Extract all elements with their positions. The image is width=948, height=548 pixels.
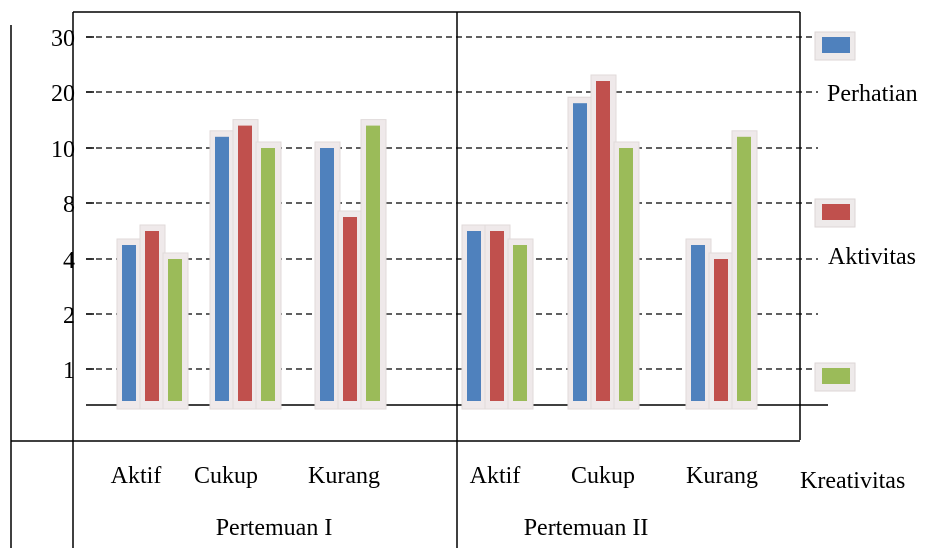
legend-label-kreativitas: Kreativitas [800, 468, 905, 494]
y-tick-label: 10 [51, 137, 75, 163]
bar-kreativitas [168, 259, 182, 401]
y-tick-label: 2 [63, 303, 75, 329]
category-labels: Aktif Cukup Kurang Aktif Cukup Kurang [111, 463, 758, 489]
bar-kreativitas [261, 148, 275, 401]
category-label: Kurang [308, 463, 380, 489]
bar-kreativitas [513, 245, 527, 401]
bar-perhatian [573, 103, 587, 401]
bar-kreativitas [737, 136, 751, 402]
bar-perhatian [122, 245, 136, 401]
legend-swatch-kreativitas [822, 368, 850, 384]
bar-perhatian [691, 245, 705, 401]
legend: Perhatian Aktivitas Kreativitas [800, 31, 918, 494]
bar-perhatian [215, 136, 229, 402]
bar-kreativitas [619, 148, 633, 401]
y-tick-label: 20 [51, 81, 75, 107]
category-label: Aktif [470, 463, 521, 489]
category-label: Cukup [194, 463, 258, 489]
legend-label-perhatian: Perhatian [827, 81, 918, 107]
group-labels: Pertemuan I Pertemuan II [216, 515, 649, 541]
legend-swatch-aktivitas [822, 204, 850, 220]
bar-perhatian [467, 231, 481, 401]
bar-aktivitas [145, 231, 159, 401]
y-axis-ticks: 30 20 10 8 4 2 1 [51, 26, 94, 384]
y-tick-label: 4 [63, 248, 75, 274]
legend-label-aktivitas: Aktivitas [828, 244, 916, 270]
y-tick-label: 8 [63, 192, 75, 218]
group-label: Pertemuan I [216, 515, 333, 541]
bar-aktivitas [714, 259, 728, 401]
group-label: Pertemuan II [524, 515, 649, 541]
category-label: Kurang [686, 463, 758, 489]
bar-aktivitas [238, 125, 252, 401]
category-label: Aktif [111, 463, 162, 489]
bar-kreativitas [366, 125, 380, 401]
bar-aktivitas [490, 231, 504, 401]
category-label: Cukup [571, 463, 635, 489]
bar-aktivitas [596, 81, 610, 401]
bar-perhatian [320, 148, 334, 401]
y-tick-label: 30 [51, 26, 75, 52]
bar-aktivitas [343, 217, 357, 401]
legend-swatch-perhatian [822, 37, 850, 53]
bars [116, 74, 758, 410]
y-tick-label: 1 [63, 358, 75, 384]
